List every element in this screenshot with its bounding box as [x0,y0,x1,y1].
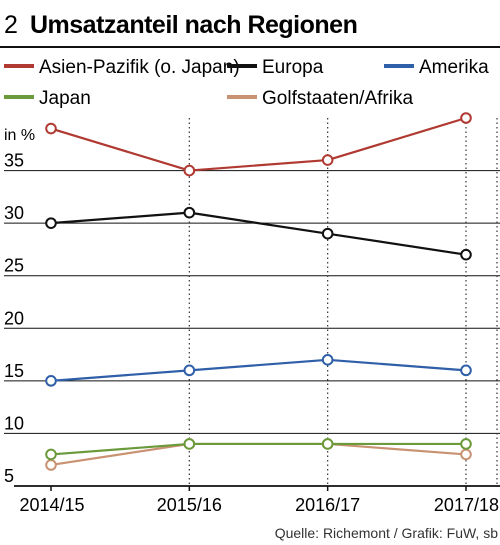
data-point [321,354,334,366]
data-point [183,438,196,450]
legend-label-europa: Europa [262,57,324,78]
y-tick-label: 35 [4,151,24,171]
data-point [183,206,196,219]
data-point [460,448,472,461]
series-line [50,442,466,456]
y-axis-unit-label: in % [4,127,35,144]
data-point [183,164,196,177]
x-tick-label: 2016/17 [295,495,360,515]
chart-number: 2 [4,11,18,39]
grid [4,118,500,486]
series-markers [45,112,472,471]
y-tick-label: 25 [4,256,24,276]
data-point [45,448,57,461]
data-point [460,248,472,261]
data-point [45,217,57,229]
data-point [321,438,334,450]
data-point [45,122,57,135]
chart-title: Umsatzanteil nach Regionen [30,11,357,39]
x-tick-label: 2015/16 [157,495,222,515]
data-point [460,112,472,124]
data-point [321,154,334,166]
data-point [183,364,196,377]
axes: 5 10 15 20 25 30 35 2014/15 2015/16 2016/17 2017/1… [4,151,500,515]
series-line [50,442,467,467]
data-point [321,227,334,240]
source-note: Quelle: Richemont / Grafik: FuW, sb [275,525,499,541]
y-tick-label: 30 [4,203,24,223]
legend-label-japan: Japan [39,88,91,109]
y-tick-label: 5 [4,466,14,486]
y-tick-label: 20 [4,308,24,328]
data-point [460,438,472,450]
legend-label-amerika: Amerika [419,57,489,78]
series-line [50,358,467,382]
data-point [460,364,472,377]
x-tick-label: 2014/15 [19,495,84,515]
legend: Asien-Pazifik (o. Japan) Europa Amerika … [4,57,489,109]
legend-label-asien-pazifik: Asien-Pazifik (o. Japan) [39,57,240,78]
legend-label-golfstaaten-afrika: Golfstaaten/Afrika [262,88,413,109]
series-line [50,211,467,256]
series-lines [50,116,467,467]
data-point [45,375,57,387]
y-tick-label: 15 [4,361,24,381]
x-tick-label: 2017/18 [434,495,499,515]
y-tick-label: 10 [4,413,24,433]
series-line [50,116,467,172]
data-point [45,459,57,471]
